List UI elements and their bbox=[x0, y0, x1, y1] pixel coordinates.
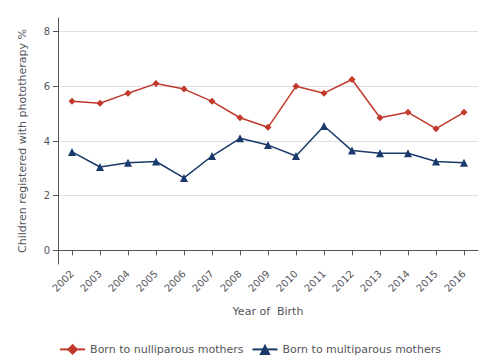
svg-text:4: 4 bbox=[44, 136, 50, 147]
svg-text:2004: 2004 bbox=[106, 268, 132, 294]
svg-text:0: 0 bbox=[44, 245, 50, 256]
svg-text:2006: 2006 bbox=[162, 268, 188, 294]
svg-text:2: 2 bbox=[44, 190, 50, 201]
svg-text:2005: 2005 bbox=[134, 268, 160, 294]
svg-text:2009: 2009 bbox=[246, 268, 272, 294]
svg-text:Born to multiparous mothers: Born to multiparous mothers bbox=[282, 343, 441, 356]
svg-text:2012: 2012 bbox=[330, 268, 356, 294]
svg-text:8: 8 bbox=[44, 26, 50, 37]
svg-text:2015: 2015 bbox=[414, 268, 440, 294]
svg-text:2014: 2014 bbox=[386, 268, 412, 294]
svg-text:Year of Birth: Year of Birth bbox=[232, 305, 304, 318]
svg-text:2010: 2010 bbox=[274, 268, 300, 294]
svg-text:Children registered with photo: Children registered with phototherapy % bbox=[16, 29, 29, 253]
svg-text:6: 6 bbox=[44, 81, 50, 92]
svg-text:2013: 2013 bbox=[358, 268, 384, 294]
svg-text:2016: 2016 bbox=[442, 268, 468, 294]
svg-text:2008: 2008 bbox=[218, 268, 244, 294]
svg-text:2002: 2002 bbox=[50, 268, 76, 294]
svg-text:2011: 2011 bbox=[302, 268, 328, 294]
svg-text:2003: 2003 bbox=[78, 268, 104, 294]
svg-text:Born to nulliparous mothers: Born to nulliparous mothers bbox=[90, 343, 244, 356]
svg-text:2007: 2007 bbox=[190, 268, 216, 294]
